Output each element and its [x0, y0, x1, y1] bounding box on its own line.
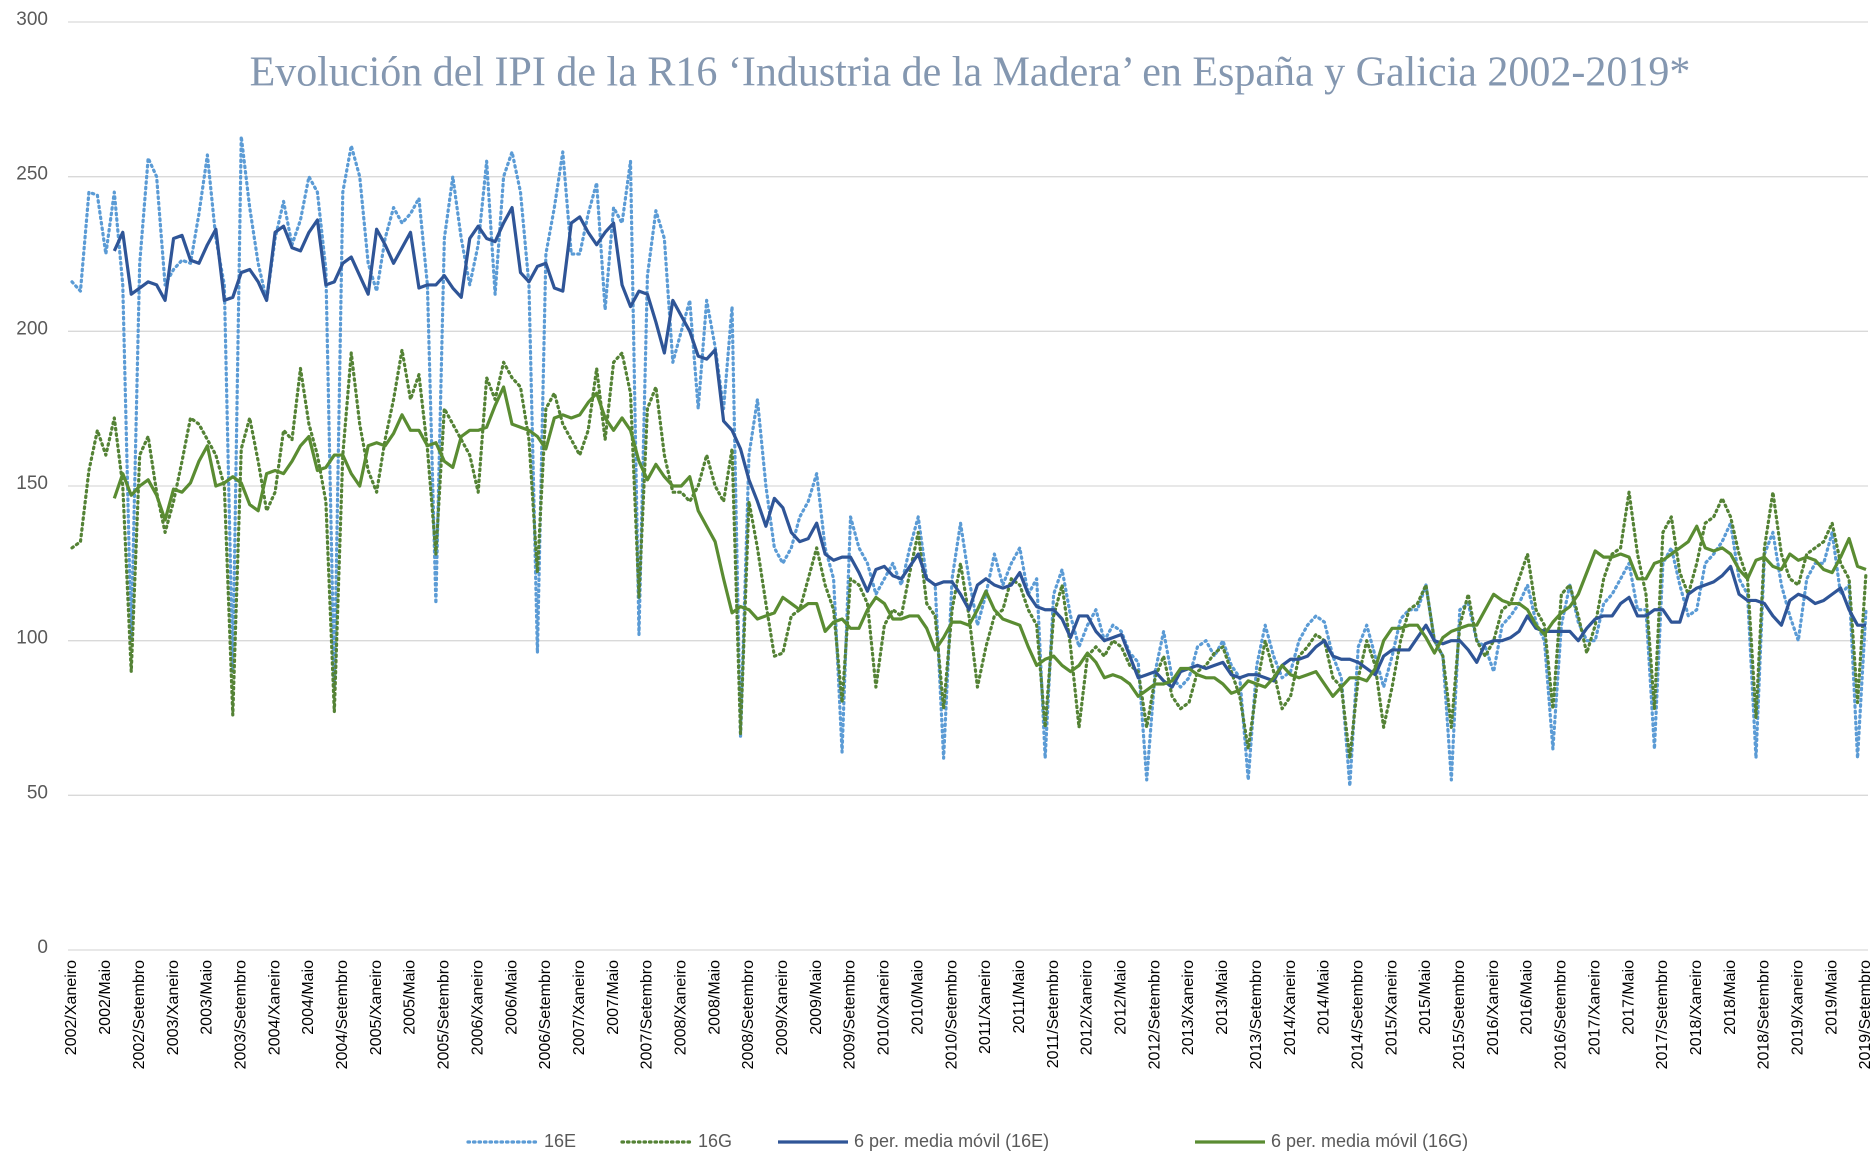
x-tick-label: 2008/Setembro	[740, 960, 757, 1070]
x-tick-label: 2019/Xaneiro	[1790, 960, 1807, 1055]
legend-label: 16G	[698, 1131, 732, 1151]
legend-label: 6 per. media móvil (16E)	[854, 1131, 1049, 1151]
y-tick-label: 150	[16, 473, 48, 494]
x-tick-label: 2013/Setembro	[1248, 960, 1265, 1070]
x-tick-label: 2018/Xaneiro	[1688, 960, 1705, 1055]
line-series	[112, 206, 1866, 689]
x-tick-label: 2017/Xaneiro	[1586, 960, 1603, 1055]
chart-title: Evolución del IPI de la R16 ‘Industria d…	[250, 50, 1691, 96]
x-tick-label: 2016/Xaneiro	[1485, 960, 1502, 1055]
legend-label: 16E	[544, 1131, 576, 1151]
x-tick-label: 2004/Maio	[300, 960, 317, 1035]
x-tick-label: 2018/Maio	[1722, 960, 1739, 1035]
y-tick-label: 100	[16, 628, 48, 649]
x-tick-label: 2011/Setembro	[1045, 960, 1062, 1068]
x-tick-label: 2005/Maio	[402, 960, 419, 1035]
x-tick-label: 2003/Maio	[199, 960, 216, 1035]
x-tick-label: 2015/Setembro	[1451, 960, 1468, 1070]
x-tick-label: 2018/Setembro	[1756, 960, 1773, 1070]
x-tick-label: 2014/Maio	[1316, 960, 1333, 1035]
x-tick-label: 2012/Xaneiro	[1079, 960, 1096, 1055]
x-tick-label: 2015/Maio	[1417, 960, 1434, 1035]
x-tick-label: 2019/Setembro	[1857, 960, 1874, 1070]
x-tick-label: 2017/Setembro	[1654, 960, 1671, 1070]
y-tick-label: 200	[16, 318, 48, 339]
x-tick-label: 2003/Setembro	[232, 960, 249, 1070]
y-tick-label: 300	[16, 9, 48, 30]
x-tick-label: 2014/Setembro	[1349, 960, 1366, 1070]
line-series	[70, 348, 1868, 760]
x-tick-label: 2010/Maio	[909, 960, 926, 1035]
x-tick-label: 2017/Maio	[1620, 960, 1637, 1035]
y-tick-label: 250	[16, 164, 48, 185]
legend-label: 6 per. media móvil (16G)	[1271, 1131, 1468, 1151]
x-tick-label: 2003/Xaneiro	[165, 960, 182, 1055]
x-tick-label: 2007/Maio	[605, 960, 622, 1035]
line-series	[70, 134, 1868, 788]
x-tick-label: 2011/Xaneiro	[977, 960, 994, 1054]
x-tick-label: 2009/Maio	[808, 960, 825, 1035]
y-tick-label: 0	[37, 937, 48, 958]
x-tick-label: 2002/Maio	[97, 960, 114, 1035]
x-tick-label: 2015/Xaneiro	[1383, 960, 1400, 1055]
x-tick-label: 2012/Setembro	[1146, 960, 1163, 1070]
x-tick-label: 2016/Maio	[1519, 960, 1536, 1035]
x-tick-label: 2007/Setembro	[639, 960, 656, 1070]
x-tick-label: 2005/Setembro	[436, 960, 453, 1070]
x-tick-label: 2007/Xaneiro	[571, 960, 588, 1055]
x-tick-label: 2005/Xaneiro	[368, 960, 385, 1055]
y-tick-label: 50	[27, 782, 48, 803]
x-tick-label: 2016/Setembro	[1553, 960, 1570, 1070]
x-tick-label: 2011/Maio	[1011, 960, 1028, 1034]
x-tick-label: 2010/Xaneiro	[876, 960, 893, 1055]
x-tick-label: 2002/Xaneiro	[63, 960, 80, 1055]
x-tick-label: 2004/Xaneiro	[266, 960, 283, 1055]
line-series	[112, 385, 1867, 698]
x-tick-label: 2009/Xaneiro	[774, 960, 791, 1055]
x-tick-label: 2013/Xaneiro	[1180, 960, 1197, 1055]
x-tick-label: 2006/Setembro	[537, 960, 554, 1070]
x-tick-label: 2004/Setembro	[334, 960, 351, 1070]
x-tick-label: 2012/Maio	[1113, 960, 1130, 1035]
x-tick-label: 2008/Xaneiro	[673, 960, 690, 1055]
x-tick-label: 2006/Maio	[503, 960, 520, 1035]
x-tick-label: 2010/Setembro	[943, 960, 960, 1070]
x-tick-label: 2014/Xaneiro	[1282, 960, 1299, 1055]
x-tick-label: 2006/Xaneiro	[469, 960, 486, 1055]
x-tick-label: 2002/Setembro	[131, 960, 148, 1070]
x-tick-label: 2009/Setembro	[842, 960, 859, 1070]
x-tick-label: 2008/Maio	[706, 960, 723, 1035]
x-tick-label: 2013/Maio	[1214, 960, 1231, 1035]
x-tick-label: 2019/Maio	[1823, 960, 1840, 1035]
